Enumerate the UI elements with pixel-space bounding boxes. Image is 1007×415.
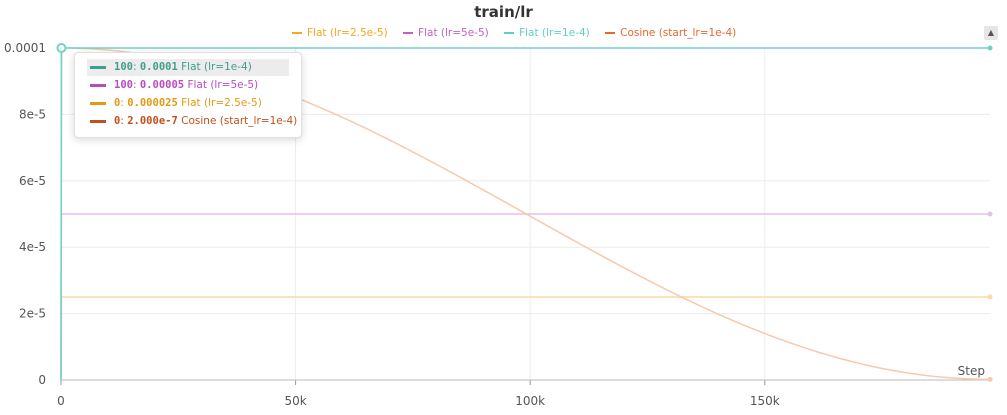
legend-item-flat-2-5e-5[interactable]: Flat (lr=2.5e-5) bbox=[292, 27, 388, 39]
y-tick-label: 6e-5 bbox=[19, 174, 46, 188]
hover-marker bbox=[56, 43, 67, 53]
tooltip-row: 100: 0.0001 Flat (lr=1e-4) bbox=[87, 59, 289, 76]
y-tick-label: 8e-5 bbox=[19, 107, 46, 121]
y-tick-label: 0.0001 bbox=[4, 41, 46, 55]
legend-label: Flat (lr=5e-5) bbox=[418, 27, 489, 39]
tooltip-row: 0: 2.000e-7 Cosine (start_lr=1e-4) bbox=[87, 113, 297, 130]
y-tick-label: 0 bbox=[38, 373, 46, 387]
legend-label: Flat (lr=1e-4) bbox=[519, 27, 590, 39]
tooltip-swatch bbox=[90, 83, 106, 87]
x-axis-label: Step bbox=[958, 364, 985, 378]
tooltip-row: 0: 0.000025 Flat (lr=2.5e-5) bbox=[87, 95, 289, 112]
chart-title: train/lr bbox=[474, 3, 533, 21]
x-tick-label: 50k bbox=[284, 394, 306, 408]
tooltip-swatch bbox=[90, 119, 106, 123]
tooltip-separator: : bbox=[120, 97, 128, 109]
legend-label: Flat (lr=2.5e-5) bbox=[307, 27, 388, 39]
legend-label: Cosine (start_lr=1e-4) bbox=[620, 27, 737, 39]
tooltip-step: 100 bbox=[114, 61, 133, 73]
legend-swatch bbox=[292, 32, 302, 34]
hover-tooltip: 100: 0.0001 Flat (lr=1e-4) 100: 0.00005 … bbox=[74, 52, 302, 138]
tooltip-value: 2.000e-7 bbox=[127, 115, 178, 127]
tooltip-step: 100 bbox=[114, 79, 133, 91]
tooltip-value: 0.00005 bbox=[139, 79, 185, 91]
tooltip-value: 0.000025 bbox=[127, 97, 178, 109]
series-line bbox=[60, 296, 990, 381]
tooltip-separator: : bbox=[132, 79, 140, 91]
tooltip-step: 0 bbox=[114, 97, 121, 109]
tooltip-value: 0.0001 bbox=[139, 61, 178, 73]
y-tick-label: 4e-5 bbox=[19, 240, 46, 254]
series-end-marker bbox=[987, 294, 993, 300]
tooltip-row: 100: 0.00005 Flat (lr=5e-5) bbox=[87, 77, 289, 94]
x-tick-label: 100k bbox=[515, 394, 545, 408]
tooltip-swatch bbox=[90, 65, 106, 69]
legend-swatch bbox=[504, 32, 515, 34]
y-tick-label: 2e-5 bbox=[19, 307, 46, 321]
legend-item-cosine[interactable]: Cosine (start_lr=1e-4) bbox=[605, 27, 736, 39]
legend-item-flat-5e-5[interactable]: Flat (lr=5e-5) bbox=[403, 27, 489, 39]
tooltip-series-name: Flat (lr=2.5e-5) bbox=[181, 97, 262, 109]
tooltip-step: 0 bbox=[114, 115, 121, 127]
tooltip-series-name: Flat (lr=5e-5) bbox=[187, 79, 259, 91]
series-end-marker bbox=[987, 45, 993, 51]
x-tick-label: 150k bbox=[750, 394, 780, 408]
tooltip-separator: : bbox=[120, 115, 128, 127]
tick-labels: 0 2e-5 4e-5 6e-5 8e-5 0.0001 0 50k 100k 150k bbox=[4, 41, 780, 408]
x-tick-label: 0 bbox=[57, 394, 65, 408]
sort-arrows-icon[interactable]: ▲ bbox=[984, 26, 998, 40]
legend-swatch bbox=[403, 32, 414, 34]
legend: Flat (lr=2.5e-5) Flat (lr=5e-5) Flat (lr… bbox=[292, 27, 748, 39]
tooltip-separator: : bbox=[132, 61, 140, 73]
series-end-marker bbox=[987, 376, 993, 382]
series-markers bbox=[56, 43, 993, 382]
tooltip-series-name: Flat (lr=1e-4) bbox=[181, 61, 252, 73]
legend-item-flat-1e-4[interactable]: Flat (lr=1e-4) bbox=[504, 27, 590, 39]
series-end-marker bbox=[987, 211, 993, 217]
legend-swatch bbox=[605, 32, 616, 34]
tooltip-series-name: Cosine (start_lr=1e-4) bbox=[181, 115, 298, 127]
tooltip-swatch bbox=[90, 101, 106, 105]
